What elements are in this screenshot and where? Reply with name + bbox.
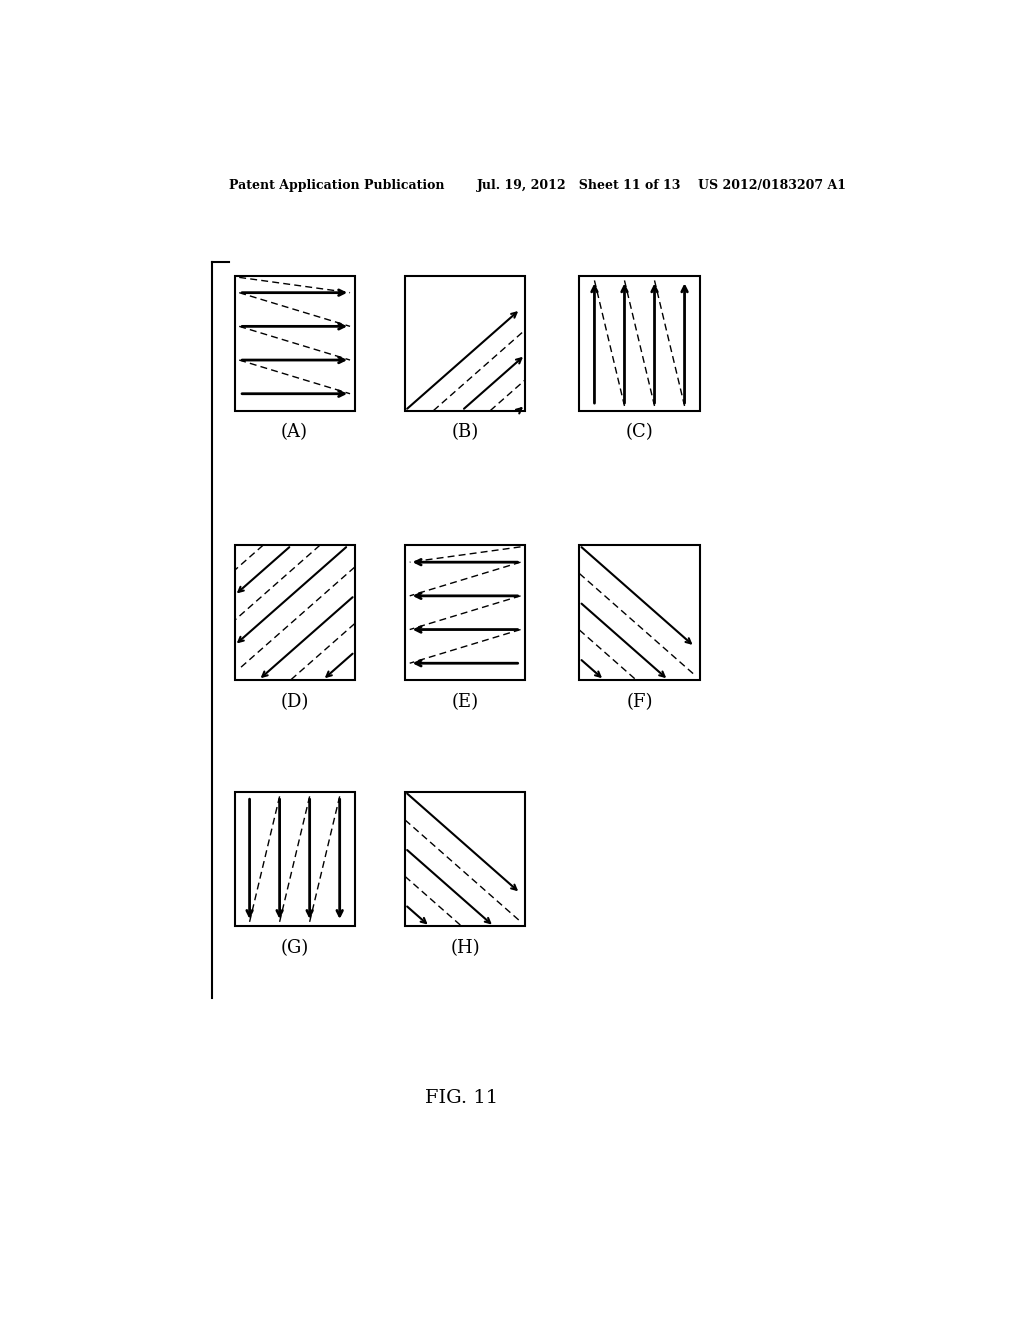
Bar — [406, 545, 525, 680]
Text: (G): (G) — [281, 939, 309, 957]
Text: FIG. 11: FIG. 11 — [425, 1089, 498, 1106]
Bar — [580, 545, 699, 680]
Text: (H): (H) — [451, 939, 480, 957]
Text: (D): (D) — [281, 693, 309, 710]
Bar — [234, 276, 354, 411]
Bar — [234, 792, 354, 927]
Text: US 2012/0183207 A1: US 2012/0183207 A1 — [697, 178, 846, 191]
Bar — [406, 276, 525, 411]
Text: (A): (A) — [282, 424, 308, 441]
Text: (E): (E) — [452, 693, 478, 710]
Text: Patent Application Publication: Patent Application Publication — [228, 178, 444, 191]
Bar — [580, 276, 699, 411]
Bar — [234, 545, 354, 680]
Text: (F): (F) — [627, 693, 652, 710]
Bar — [406, 792, 525, 927]
Text: (B): (B) — [452, 424, 479, 441]
Text: (C): (C) — [626, 424, 653, 441]
Text: Jul. 19, 2012   Sheet 11 of 13: Jul. 19, 2012 Sheet 11 of 13 — [477, 178, 681, 191]
